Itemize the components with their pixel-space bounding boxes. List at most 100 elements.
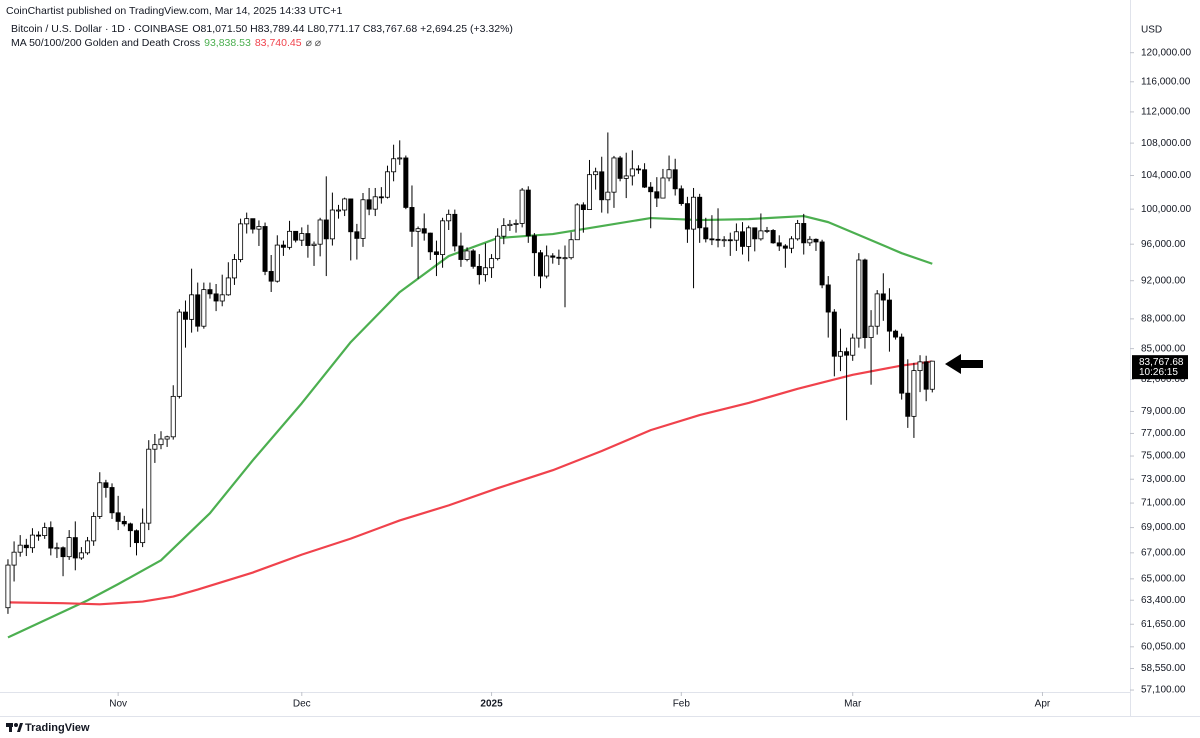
candle-body [531,235,537,254]
candle-body [721,239,727,242]
candle-body [195,294,201,327]
symbol: Bitcoin / U.S. Dollar · 1D · COINBASE O81… [11,23,513,35]
y-tick-label: 92,000.00 [1141,275,1186,286]
y-tick-label: 88,000.00 [1141,314,1186,325]
candle-body [274,244,280,282]
candle-body [586,174,592,210]
candle-body [176,311,182,397]
candle-body [617,157,623,179]
candle-body [856,259,862,339]
y-tick-label: 71,000.00 [1141,498,1186,509]
candle-body [134,530,140,544]
candle-body [660,177,666,199]
candle-body [574,204,580,241]
candle-body [54,547,60,550]
candle-body [372,196,378,210]
candle-body [538,252,544,277]
candle-body [464,250,470,260]
candle-body [305,233,311,246]
candle-body [127,523,133,532]
candle-body [740,231,746,247]
candle-body [140,522,146,544]
y-tick-label: 69,000.00 [1141,522,1186,533]
candle-body [342,198,348,211]
candle-body [831,311,837,357]
candle-body [893,330,899,338]
candle-body [837,351,843,357]
x-tick-label: Apr [1035,699,1051,710]
candle-body [746,227,752,247]
y-tick-label: 108,000.00 [1141,138,1191,149]
indicator-icons: ⌀ ⌀ [306,37,322,49]
candle-body [929,360,935,390]
candle-body [788,238,794,249]
x-tick-label: Nov [109,699,127,710]
brand: TradingView [6,722,90,734]
ma-value: 93,838.53 [204,37,251,49]
candle-body [795,223,801,240]
candle-body [268,271,274,282]
candle-body [433,251,439,255]
candle-body [152,444,158,450]
candle-body [72,537,78,559]
candle-body [360,199,366,239]
candle-body [629,168,635,177]
candle-body [42,527,48,536]
candle-body [311,243,317,246]
candle-body [415,228,421,232]
candle-body [91,516,97,542]
y-tick-label: 120,000.00 [1141,47,1191,58]
candle-body [495,235,501,260]
y-tick-label: 82,000.00 [1141,374,1186,385]
candle-body [280,244,286,248]
y-tick-label: 96,000.00 [1141,239,1186,250]
candle-body [911,370,917,417]
candle-body [844,351,850,356]
candle-body [899,336,905,394]
candle-body [397,157,403,160]
candle-body [507,223,513,227]
ohlc: O81,071.50 H83,789.44 L80,771.17 C83,767… [192,23,513,35]
candle-body [862,259,868,338]
y-tick-label: 79,000.00 [1141,406,1186,417]
candle-body [880,293,886,301]
candle-body [513,223,519,225]
candle-body [182,311,188,320]
y-tick-label: 61,650.00 [1141,619,1186,630]
candle-body [642,169,648,188]
moving-average [7,360,933,606]
candle-body [164,436,170,440]
candle-body [103,482,109,488]
candle-body [115,512,121,522]
y-tick-label: 67,000.00 [1141,547,1186,558]
candle-body [403,157,409,208]
last-price-label: 83,767.68 [1139,357,1184,368]
y-tick-label: 112,000.00 [1141,107,1191,118]
candle-body [874,293,880,327]
candle-body [819,241,825,286]
candle-body [605,191,611,201]
candle-body [623,175,629,179]
candle-body [703,227,709,240]
candle-body [678,188,684,204]
y-tick-label: 100,000.00 [1141,204,1191,215]
candle-body [323,219,329,240]
candle-body [764,230,770,232]
candle-body [550,255,556,258]
candle-body [568,239,574,259]
candle-body [599,171,605,201]
x-tick-label: Dec [293,699,311,710]
candle-body [293,230,299,241]
candle-body [348,198,354,233]
candle-body [666,169,672,179]
candle-body [593,171,599,176]
candle-body [219,294,225,302]
last-price-box [1132,355,1188,380]
x-tick-label: Mar [844,699,862,710]
candle-body [752,227,758,240]
x-tick-label: 2025 [480,699,503,710]
candle-body [446,213,452,222]
candle-body [85,540,91,554]
candle-body [727,239,733,242]
candle-body [36,534,42,537]
